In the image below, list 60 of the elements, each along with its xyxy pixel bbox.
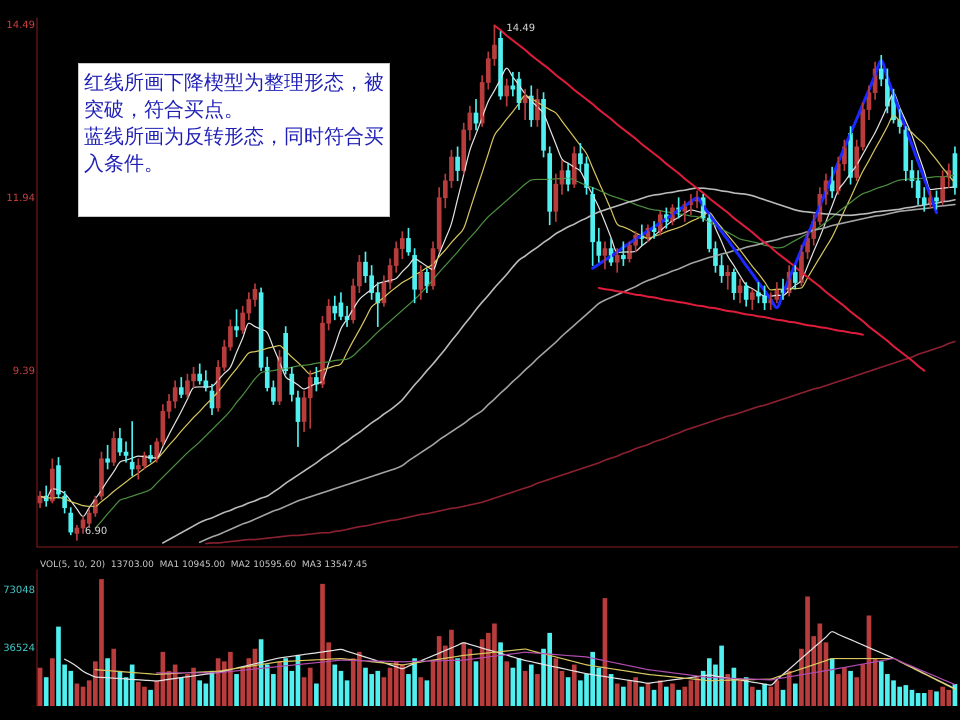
bar — [504, 661, 510, 706]
bar — [786, 670, 792, 706]
line-series — [94, 648, 956, 690]
bar — [614, 684, 620, 706]
bar — [148, 690, 153, 706]
bar — [792, 684, 798, 706]
bar — [780, 690, 786, 706]
bar — [732, 668, 736, 706]
bar — [498, 642, 503, 706]
line-series — [64, 631, 956, 690]
bar — [602, 598, 608, 706]
line-series — [598, 286, 864, 336]
bar — [676, 690, 681, 706]
line-series — [205, 340, 956, 544]
bar — [418, 677, 424, 706]
bar — [424, 680, 430, 706]
bar — [178, 677, 184, 706]
bar — [111, 648, 116, 706]
bar — [928, 690, 933, 706]
bar — [664, 686, 669, 706]
y-tick-label: 36524 — [3, 642, 35, 654]
line-series — [156, 652, 956, 686]
line-series — [493, 24, 926, 372]
bar — [38, 668, 42, 706]
bar — [670, 684, 675, 706]
bar — [474, 661, 478, 706]
bar — [528, 664, 534, 706]
y-tick-label: 11.94 — [6, 192, 35, 204]
note-box: 红线所画下降楔型为整理形态，被突破，符合买点。 蓝线所画为反转形态，同时符合买入条件。 — [78, 63, 390, 217]
bar — [952, 684, 958, 706]
bar — [314, 684, 319, 706]
bar — [608, 674, 614, 706]
y-tick-label: 73048 — [3, 585, 35, 596]
annotation: 红线所画下降楔型为整理形态，被突破，符合买点。 — [84, 69, 385, 123]
bar — [621, 686, 626, 706]
bar — [934, 691, 939, 706]
bar — [50, 658, 55, 706]
annotation: 蓝线所画为反转形态，同时符合买入条件。 — [84, 123, 385, 177]
bar — [234, 674, 239, 706]
text: 14.49 — [506, 23, 536, 34]
bar — [738, 680, 742, 706]
bar — [572, 664, 577, 706]
text: 6.90 — [84, 526, 108, 537]
bar — [848, 670, 853, 706]
bar — [277, 661, 282, 706]
bar — [105, 658, 110, 706]
bar — [652, 690, 656, 706]
bar — [750, 686, 755, 706]
bar — [535, 674, 540, 706]
bar — [830, 658, 834, 706]
bar — [566, 677, 570, 706]
chart-title: VOL(5, 10, 20) 13703.00 MA1 10945.00 MA2 10595.60 MA3 13547.45 — [40, 560, 368, 570]
y-tick-label: 9.39 — [12, 366, 35, 377]
bar — [455, 658, 460, 706]
bar — [44, 677, 49, 706]
y-tick-label: 14.49 — [6, 20, 35, 32]
bar — [522, 670, 528, 706]
bar — [639, 686, 644, 706]
bar — [658, 680, 663, 706]
bar — [646, 684, 650, 706]
